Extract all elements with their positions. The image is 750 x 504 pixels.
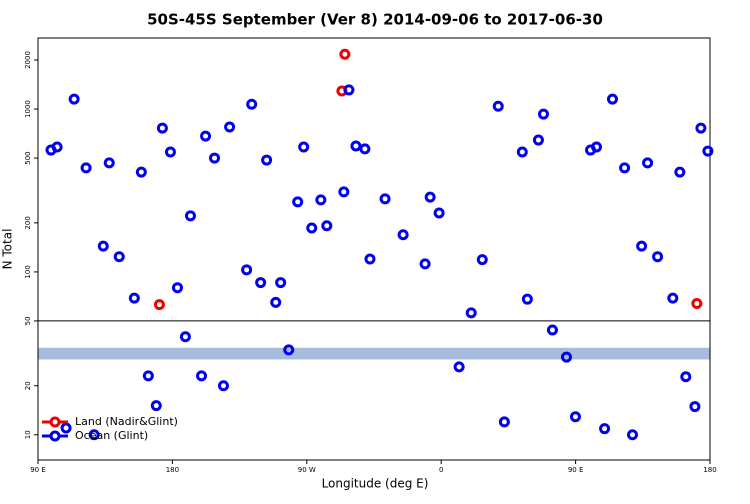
x-tick-label: 90 E bbox=[568, 466, 584, 474]
point bbox=[599, 423, 611, 435]
y-tick-label: 200 bbox=[24, 216, 32, 229]
y-tick-label: 2000 bbox=[24, 51, 32, 69]
chart-title: 50S-45S September (Ver 8) 2014-09-06 to … bbox=[147, 11, 603, 29]
point bbox=[156, 122, 168, 134]
point bbox=[321, 220, 333, 232]
point bbox=[60, 422, 72, 434]
legend-marker bbox=[49, 416, 61, 428]
point bbox=[642, 157, 654, 169]
point bbox=[546, 324, 558, 336]
legend-label: Ocean (Glint) bbox=[75, 429, 148, 442]
point bbox=[689, 401, 701, 413]
point bbox=[680, 371, 692, 383]
point bbox=[498, 416, 510, 428]
x-tick-label: 90 E bbox=[30, 466, 46, 474]
point bbox=[68, 93, 80, 105]
point bbox=[135, 166, 147, 178]
point bbox=[453, 361, 465, 373]
point bbox=[51, 141, 63, 153]
point bbox=[339, 48, 351, 60]
point bbox=[591, 141, 603, 153]
point bbox=[153, 299, 165, 311]
x-tick-label: 90 W bbox=[298, 466, 316, 474]
point bbox=[338, 186, 350, 198]
point bbox=[702, 145, 714, 157]
point bbox=[626, 429, 638, 441]
point bbox=[88, 429, 100, 441]
point bbox=[128, 292, 140, 304]
point bbox=[275, 277, 287, 289]
y-tick-label: 20 bbox=[24, 381, 32, 390]
point bbox=[465, 307, 477, 319]
point bbox=[142, 370, 154, 382]
point bbox=[343, 84, 355, 96]
point bbox=[674, 166, 686, 178]
x-tick-label: 180 bbox=[703, 466, 716, 474]
point bbox=[241, 264, 253, 276]
x-axis-label: Longitude (deg E) bbox=[322, 477, 429, 491]
point bbox=[179, 331, 191, 343]
plot-frame bbox=[37, 37, 711, 461]
point bbox=[569, 411, 581, 423]
point bbox=[200, 130, 212, 142]
point bbox=[292, 196, 304, 208]
point bbox=[306, 222, 318, 234]
point bbox=[350, 140, 362, 152]
point bbox=[521, 293, 533, 305]
y-tick-label: 1000 bbox=[24, 100, 32, 118]
point bbox=[103, 157, 115, 169]
point bbox=[97, 240, 109, 252]
legend-label: Land (Nadir&Glint) bbox=[75, 415, 178, 428]
point bbox=[224, 121, 236, 133]
point bbox=[636, 240, 648, 252]
point bbox=[397, 229, 409, 241]
x-tick-label: 180 bbox=[166, 466, 179, 474]
point bbox=[560, 351, 572, 363]
point bbox=[619, 162, 631, 174]
point bbox=[691, 297, 703, 309]
y-tick-label: 100 bbox=[24, 265, 32, 278]
point bbox=[184, 210, 196, 222]
point bbox=[315, 194, 327, 206]
point bbox=[209, 152, 221, 164]
point bbox=[359, 143, 371, 155]
point bbox=[532, 134, 544, 146]
x-tick-label: 0 bbox=[439, 466, 443, 474]
y-tick-label: 500 bbox=[24, 151, 32, 164]
point bbox=[419, 258, 431, 270]
point bbox=[255, 277, 267, 289]
point bbox=[270, 296, 282, 308]
y-tick-label: 50 bbox=[24, 316, 32, 325]
point bbox=[606, 93, 618, 105]
point bbox=[433, 207, 445, 219]
point bbox=[364, 253, 376, 265]
point bbox=[695, 122, 707, 134]
point bbox=[476, 254, 488, 266]
point bbox=[379, 193, 391, 205]
point bbox=[164, 146, 176, 158]
point bbox=[150, 400, 162, 412]
point bbox=[667, 292, 679, 304]
point bbox=[196, 370, 208, 382]
point bbox=[283, 344, 295, 356]
point bbox=[261, 154, 273, 166]
legend-marker bbox=[49, 430, 61, 442]
point bbox=[298, 141, 310, 153]
y-tick-label: 10 bbox=[24, 430, 32, 439]
band bbox=[38, 347, 710, 360]
point bbox=[492, 100, 504, 112]
y-axis-label: N Total bbox=[1, 229, 15, 270]
point bbox=[424, 191, 436, 203]
point bbox=[217, 380, 229, 392]
point bbox=[537, 108, 549, 120]
point bbox=[652, 251, 664, 263]
point bbox=[113, 251, 125, 263]
point bbox=[80, 162, 92, 174]
point bbox=[246, 98, 258, 110]
point bbox=[516, 146, 528, 158]
point bbox=[171, 282, 183, 294]
